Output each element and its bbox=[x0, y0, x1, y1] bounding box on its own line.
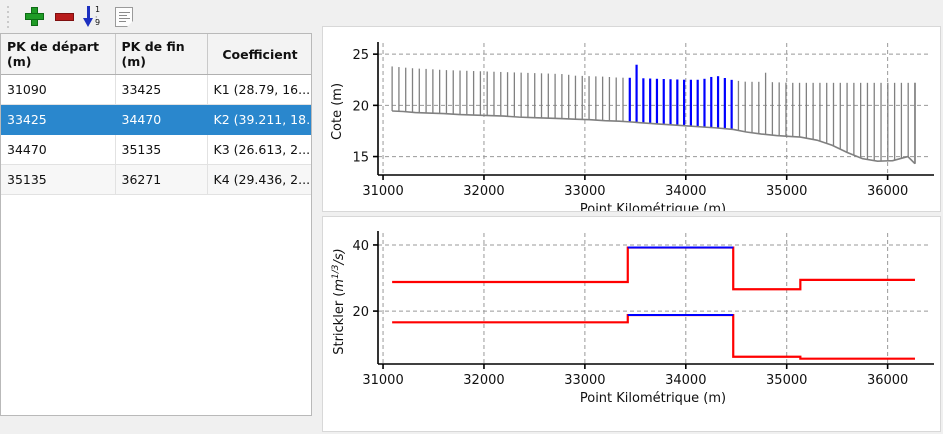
column-header-pk-start[interactable]: PK de départ (m) bbox=[1, 34, 116, 75]
coefficient-table: PK de départ (m) PK de fin (m) Coefficie… bbox=[1, 34, 311, 195]
cell-coefficient[interactable]: K2 (39.211, 18… bbox=[207, 104, 311, 135]
cell-pk-end[interactable]: 36271 bbox=[115, 164, 208, 195]
column-header-coefficient[interactable]: Coefficient bbox=[207, 34, 311, 75]
svg-text:Strickler (m1/3/s): Strickler (m1/3/s) bbox=[331, 248, 347, 355]
svg-text:33000: 33000 bbox=[564, 184, 605, 199]
svg-text:25: 25 bbox=[352, 48, 369, 63]
svg-text:Point Kilométrique (m): Point Kilométrique (m) bbox=[580, 202, 726, 211]
add-row-button[interactable] bbox=[19, 3, 49, 31]
svg-text:33000: 33000 bbox=[564, 373, 605, 388]
sort-button[interactable]: 1 : 9 bbox=[79, 3, 109, 31]
sort-ascending-icon: 1 : 9 bbox=[82, 4, 106, 28]
plus-icon bbox=[24, 7, 44, 26]
cell-coefficient[interactable]: K3 (26.613, 2.... bbox=[207, 134, 311, 165]
svg-text:36000: 36000 bbox=[867, 373, 908, 388]
cell-pk-start[interactable]: 33425 bbox=[1, 104, 116, 135]
cell-pk-start[interactable]: 31090 bbox=[1, 74, 116, 105]
svg-text:35000: 35000 bbox=[766, 373, 807, 388]
coefficient-table-panel: 1 : 9 PK de départ (m) PK de fin (m) bbox=[0, 0, 320, 434]
svg-text:Point Kilométrique (m): Point Kilométrique (m) bbox=[580, 391, 726, 406]
strickler-chart-card[interactable]: 20 40 31000 32000 33000 34000 35000 36000 Strick… bbox=[322, 216, 941, 432]
svg-text:15: 15 bbox=[352, 151, 369, 166]
sort-icon-top-digit: 1 bbox=[95, 4, 101, 14]
svg-text:31000: 31000 bbox=[362, 184, 403, 199]
profile-chart[interactable]: 15 20 25 31000 32000 33000 34000 35000 36000 Cote… bbox=[323, 27, 940, 211]
cell-pk-end[interactable]: 33425 bbox=[115, 74, 208, 105]
table-row[interactable]: 35135 36271 K4 (29.436, 2.... bbox=[1, 164, 311, 195]
cell-pk-end[interactable]: 34470 bbox=[115, 104, 208, 135]
strickler-chart[interactable]: 20 40 31000 32000 33000 34000 35000 36000 Strick… bbox=[323, 217, 940, 431]
table-toolbar: 1 : 9 bbox=[0, 0, 320, 33]
svg-text:35000: 35000 bbox=[766, 184, 807, 199]
minus-icon bbox=[54, 12, 74, 21]
svg-text:32000: 32000 bbox=[463, 373, 504, 388]
svg-text:20: 20 bbox=[352, 99, 369, 114]
column-header-pk-end[interactable]: PK de fin (m) bbox=[115, 34, 208, 75]
svg-text:31000: 31000 bbox=[362, 373, 403, 388]
svg-text:40: 40 bbox=[352, 239, 369, 254]
table-row-selected[interactable]: 33425 34470 K2 (39.211, 18… bbox=[1, 104, 311, 135]
svg-text:34000: 34000 bbox=[665, 373, 706, 388]
svg-text:36000: 36000 bbox=[867, 184, 908, 199]
table-header-row: PK de départ (m) PK de fin (m) Coefficie… bbox=[1, 34, 311, 75]
profile-chart-card[interactable]: 15 20 25 31000 32000 33000 34000 35000 36000 Cote… bbox=[322, 26, 941, 212]
remove-row-button[interactable] bbox=[49, 3, 79, 31]
charts-panel: 15 20 25 31000 32000 33000 34000 35000 36000 Cote… bbox=[320, 0, 943, 434]
cell-pk-end[interactable]: 35135 bbox=[115, 134, 208, 165]
cell-pk-start[interactable]: 35135 bbox=[1, 164, 116, 195]
toolbar-drag-handle[interactable] bbox=[5, 5, 15, 28]
table-row[interactable]: 34470 35135 K3 (26.613, 2.... bbox=[1, 134, 311, 165]
sort-icon-bottom-digit: 9 bbox=[95, 17, 101, 27]
svg-text:20: 20 bbox=[352, 305, 369, 320]
coefficient-table-container[interactable]: PK de départ (m) PK de fin (m) Coefficie… bbox=[0, 33, 312, 416]
sort-icon-dots: : bbox=[95, 13, 98, 22]
svg-text:34000: 34000 bbox=[665, 184, 706, 199]
svg-text:32000: 32000 bbox=[463, 184, 504, 199]
svg-text:Cote (m): Cote (m) bbox=[330, 83, 345, 140]
document-icon bbox=[115, 6, 133, 27]
cell-coefficient[interactable]: K4 (29.436, 2.... bbox=[207, 164, 311, 195]
edit-notes-button[interactable] bbox=[109, 3, 139, 31]
table-row[interactable]: 31090 33425 K1 (28.79, 16.... bbox=[1, 74, 311, 105]
cell-pk-start[interactable]: 34470 bbox=[1, 134, 116, 165]
cell-coefficient[interactable]: K1 (28.79, 16.... bbox=[207, 74, 311, 105]
